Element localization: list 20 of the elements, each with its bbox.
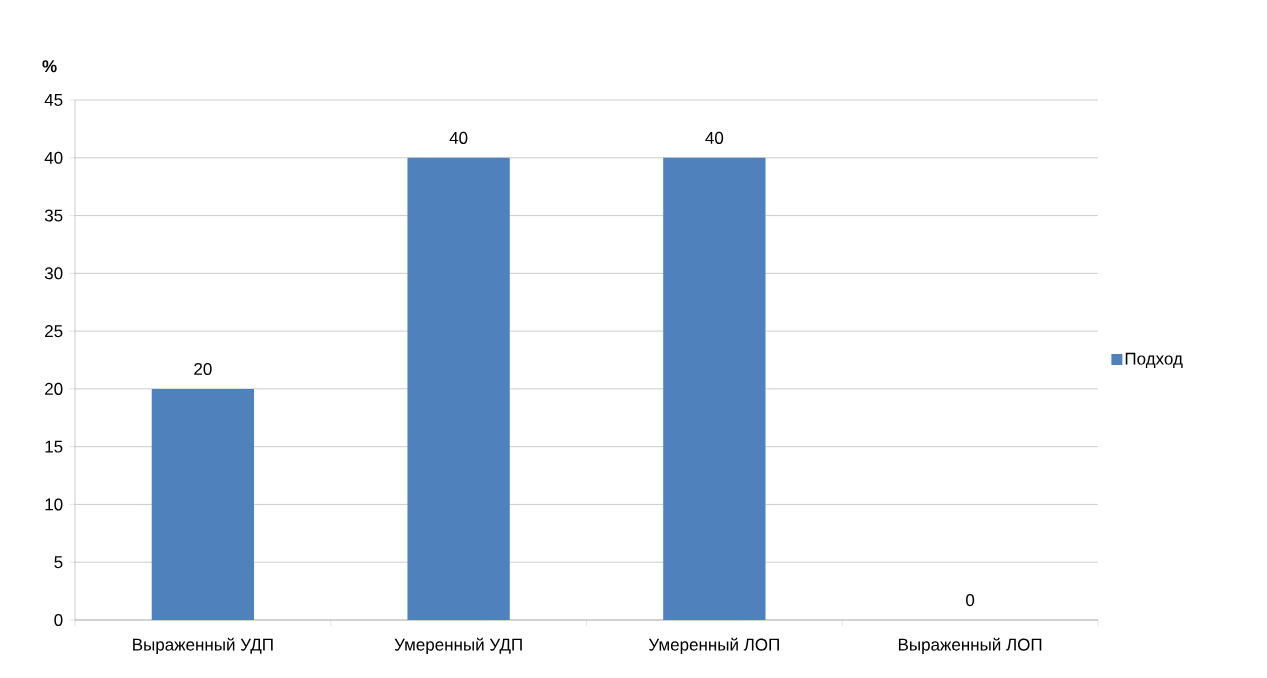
x-tick-label: Выраженный ЛОП bbox=[898, 637, 1042, 655]
y-tick-label: 45 bbox=[44, 94, 63, 106]
y-tick-label: 20 bbox=[45, 382, 63, 395]
y-tick-label: 25 bbox=[45, 325, 63, 338]
y-tick-label: 40 bbox=[44, 151, 63, 164]
data-label: 20 bbox=[194, 362, 212, 376]
y-tick-label: 0 bbox=[54, 613, 63, 627]
y-tick-label: 5 bbox=[54, 556, 63, 569]
y-axis-title: % bbox=[42, 60, 57, 73]
x-tick-label: Умеренный ЛОП bbox=[648, 637, 779, 655]
data-label: 40 bbox=[449, 131, 468, 144]
data-label: 40 bbox=[705, 131, 724, 144]
data-label: 0 bbox=[966, 594, 975, 607]
y-tick-label: 35 bbox=[44, 209, 63, 222]
y-tick-label: 15 bbox=[45, 440, 63, 453]
x-tick-label: Выраженный УДП bbox=[133, 637, 273, 655]
y-tick-label: 10 bbox=[45, 498, 63, 511]
y-tick-label: 30 bbox=[44, 267, 63, 280]
x-tick-label: Умеренный УДП bbox=[394, 637, 522, 655]
legend-label: Подход bbox=[1125, 352, 1183, 368]
